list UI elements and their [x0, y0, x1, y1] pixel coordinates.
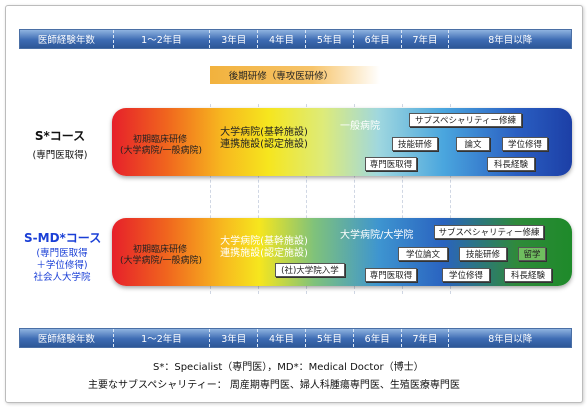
hospital-line: 連携施設(認定施設)	[220, 248, 308, 259]
footnote-definitions: S*：Specialist（専門医），MD*：Medical Doctor（博士…	[153, 362, 424, 373]
year-axis-top: 医師経験年数 1～2年目 3年目 4年目 5年目 6年目 7年目 8年目以降	[19, 29, 572, 49]
axis-year: 3年目	[209, 329, 257, 347]
hospital-line: 大学病院(基幹施設)	[220, 236, 308, 247]
course-smd-subtitle: (専門医取得	[36, 248, 88, 259]
initial-training-line: (大学病院/一般病院)	[120, 146, 203, 156]
course-smd-initial-training: 初期臨床研修 (大学病院/一般病院)	[120, 245, 203, 267]
course-s-hospital: 大学病院(基幹施設) 連携施設(認定施設)	[218, 127, 310, 151]
column-divider	[354, 104, 355, 294]
initial-training-line: 初期臨床研修	[132, 245, 187, 255]
axis-header: 医師経験年数	[37, 334, 95, 345]
course-s-label: S*コース (専門医取得)	[30, 127, 90, 161]
axis-year: 6年目	[352, 30, 401, 48]
late-training-bar: 後期研修（専攻医研修）	[210, 66, 380, 84]
course-smd-univ: 大学病院/大学院	[340, 230, 414, 241]
axis-year: 8年目以降	[448, 329, 571, 347]
hospital-line: 大学病院(基幹施設)	[220, 127, 308, 138]
axis-year: 3年目	[209, 30, 257, 48]
course-s-general-hospital: 一般病院	[340, 121, 380, 132]
axis-year: 6年目	[352, 329, 401, 347]
specialist-box: 専門医取得	[365, 157, 417, 171]
course-s-title: S*コース	[34, 129, 86, 143]
course-s-initial-training: 初期臨床研修 (大学病院/一般病院)	[120, 135, 203, 157]
subspecialty-box: サブスペシャリティー修練	[434, 225, 544, 239]
axis-year: 5年目	[304, 30, 353, 48]
specialist-box: 専門医取得	[365, 268, 417, 282]
column-divider	[306, 104, 307, 294]
chief-experience-box: 科長経験	[504, 268, 552, 282]
column-divider	[258, 104, 259, 294]
axis-year: 8年目以降	[448, 30, 571, 48]
skills-training-box: 技能研修	[459, 247, 507, 261]
initial-training-line: (大学病院/一般病院)	[120, 256, 203, 266]
course-smd-title: S-MD*コース	[24, 231, 102, 245]
year-axis-bottom: 医師経験年数 1～2年目 3年目 4年目 5年目 6年目 7年目 8年目以降	[19, 328, 572, 348]
footnote-subspecialties: 主要なサブスペシャリティー： 周産期専門医、婦人科腫瘍専門医、生殖医療専門医	[88, 380, 460, 391]
axis-year: 7年目	[400, 30, 449, 48]
degree-box: 学位修得	[442, 268, 490, 282]
column-divider	[450, 104, 451, 294]
axis-year: 4年目	[257, 329, 305, 347]
hospital-line: 連携施設(認定施設)	[220, 139, 308, 150]
degree-box: 学位修得	[502, 137, 548, 151]
initial-training-line: 初期臨床研修	[132, 135, 187, 145]
grad-school-entry-box: (社)大学院入学	[275, 263, 345, 277]
axis-header: 医師経験年数	[37, 35, 95, 46]
course-s-subtitle: (専門医取得)	[32, 150, 88, 161]
subspecialty-box: サブスペシャリティー修練	[409, 113, 522, 127]
skills-training-box: 技能研修	[392, 137, 438, 151]
course-smd-hospital: 大学病院(基幹施設) 連携施設(認定施設)	[218, 236, 310, 260]
course-smd-subtitle: 社会人大学院	[33, 272, 91, 283]
paper-box: 論文	[456, 137, 490, 151]
course-smd-subtitle: ＋学位修得)	[36, 260, 88, 271]
chief-experience-box: 科長経験	[487, 157, 535, 171]
axis-year: 7年目	[400, 329, 449, 347]
axis-year: 1～2年目	[112, 30, 210, 48]
column-divider	[210, 104, 211, 294]
study-abroad-box: 留学	[518, 247, 546, 261]
degree-paper-box: 学位論文	[398, 247, 448, 261]
axis-year: 4年目	[257, 30, 305, 48]
course-smd-label: S-MD*コース (専門医取得 ＋学位修得) 社会人大学院	[24, 229, 102, 284]
axis-year: 5年目	[304, 329, 353, 347]
column-divider	[402, 104, 403, 294]
axis-year: 1～2年目	[112, 329, 210, 347]
